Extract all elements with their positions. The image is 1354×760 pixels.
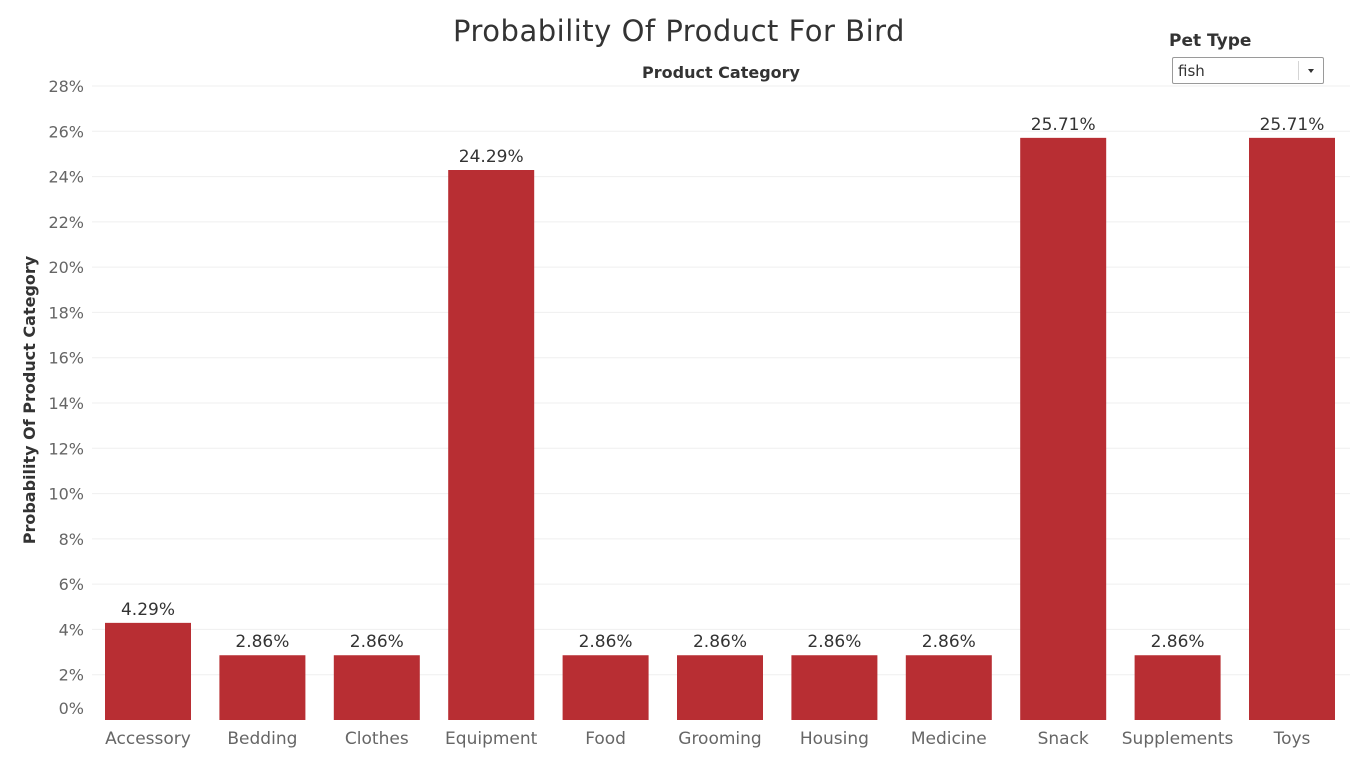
x-category-label: Grooming bbox=[678, 729, 761, 749]
y-tick-label: 28% bbox=[48, 77, 84, 96]
bar-equipment[interactable] bbox=[448, 170, 535, 720]
x-category-label: Food bbox=[585, 729, 626, 749]
bar-grooming[interactable] bbox=[677, 655, 763, 720]
x-category-label: Housing bbox=[800, 729, 869, 749]
x-category-label: Equipment bbox=[445, 729, 538, 749]
y-tick-label: 24% bbox=[48, 168, 84, 187]
x-category-label: Clothes bbox=[345, 729, 409, 749]
bar-medicine[interactable] bbox=[905, 655, 992, 720]
chevron-down-icon[interactable] bbox=[1308, 69, 1314, 73]
bar-snack[interactable] bbox=[1020, 137, 1107, 720]
data-label: 2.86% bbox=[235, 632, 289, 652]
y-tick-label: 20% bbox=[48, 258, 84, 277]
data-label: 2.86% bbox=[922, 632, 976, 652]
y-tick-label: 26% bbox=[48, 122, 84, 141]
data-label: 2.86% bbox=[579, 632, 633, 652]
y-tick-label: 0% bbox=[59, 699, 84, 718]
x-category-label: Medicine bbox=[911, 729, 987, 749]
x-category-label: Accessory bbox=[105, 729, 191, 749]
x-category-label: Supplements bbox=[1122, 729, 1234, 749]
data-label: 2.86% bbox=[693, 632, 747, 652]
y-tick-label: 10% bbox=[48, 485, 84, 504]
y-tick-label: 2% bbox=[59, 666, 84, 685]
data-label: 25.71% bbox=[1031, 115, 1096, 135]
data-label: 2.86% bbox=[807, 632, 861, 652]
y-tick-label: 22% bbox=[48, 213, 84, 232]
x-category-label: Snack bbox=[1038, 729, 1089, 749]
category-labels: Accessory Bedding Clothes Equipment Food Groo… bbox=[105, 729, 1310, 749]
y-tick-label: 16% bbox=[48, 349, 84, 368]
data-labels: 4.29% 2.86% 2.86% 24.29% 2.86% 2.86% 2.86% 2.86… bbox=[121, 115, 1324, 652]
pet-type-filter-label: Pet Type bbox=[1169, 31, 1252, 51]
data-label: 2.86% bbox=[1151, 632, 1205, 652]
bar-housing[interactable] bbox=[791, 655, 878, 720]
x-category-label: Toys bbox=[1273, 729, 1311, 749]
y-tick-label: 14% bbox=[48, 394, 84, 413]
gridlines bbox=[92, 85, 1350, 676]
y-tick-label: 12% bbox=[48, 439, 84, 458]
x-category-label: Bedding bbox=[227, 729, 297, 749]
data-label: 4.29% bbox=[121, 600, 175, 620]
data-label: 24.29% bbox=[459, 147, 524, 167]
x-axis-header: Product Category bbox=[642, 63, 800, 82]
y-tick-label: 8% bbox=[59, 530, 84, 549]
bar-food[interactable] bbox=[562, 655, 649, 720]
y-tick-label: 6% bbox=[59, 575, 84, 594]
bar-clothes[interactable] bbox=[333, 655, 420, 720]
bars bbox=[105, 137, 1335, 720]
bar-accessory[interactable] bbox=[105, 622, 191, 720]
y-tick-label: 4% bbox=[59, 620, 84, 639]
data-label: 25.71% bbox=[1260, 115, 1325, 135]
pet-type-selected-value: fish bbox=[1178, 62, 1205, 80]
bar-supplements[interactable] bbox=[1134, 655, 1221, 720]
bar-bedding[interactable] bbox=[219, 655, 306, 720]
y-axis-ticks: 0% 2% 4% 6% 8% 10% 12% 14% 16% 18% 20% 22% 24% 26% 28% bbox=[48, 77, 84, 718]
y-tick-label: 18% bbox=[48, 303, 84, 322]
chart-title: Probability Of Product For Bird bbox=[453, 14, 905, 48]
dropdown-divider bbox=[1298, 61, 1299, 80]
data-label: 2.86% bbox=[350, 632, 404, 652]
bar-toys[interactable] bbox=[1249, 137, 1335, 720]
pet-type-dropdown[interactable]: fish bbox=[1172, 57, 1324, 84]
